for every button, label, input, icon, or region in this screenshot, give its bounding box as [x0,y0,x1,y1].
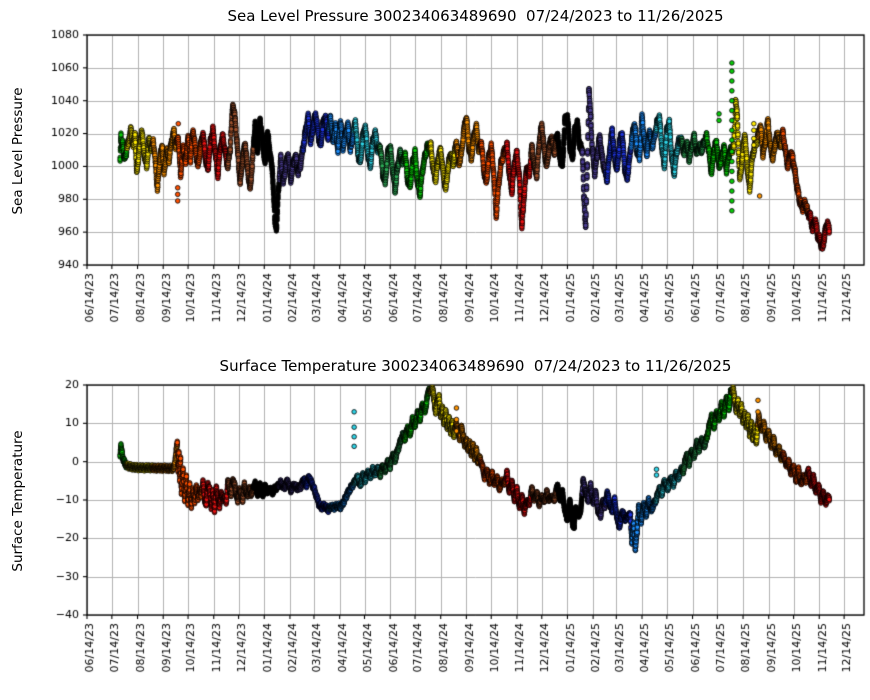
pressure-y-axis-label: Sea Level Pressure [10,87,26,215]
temperature-chart-title: Surface Temperature 300234063489690 07/2… [219,357,732,375]
temperature-y-axis-label: Surface Temperature [10,430,26,572]
pressure-chart-title: Sea Level Pressure 300234063489690 07/24… [227,7,724,25]
